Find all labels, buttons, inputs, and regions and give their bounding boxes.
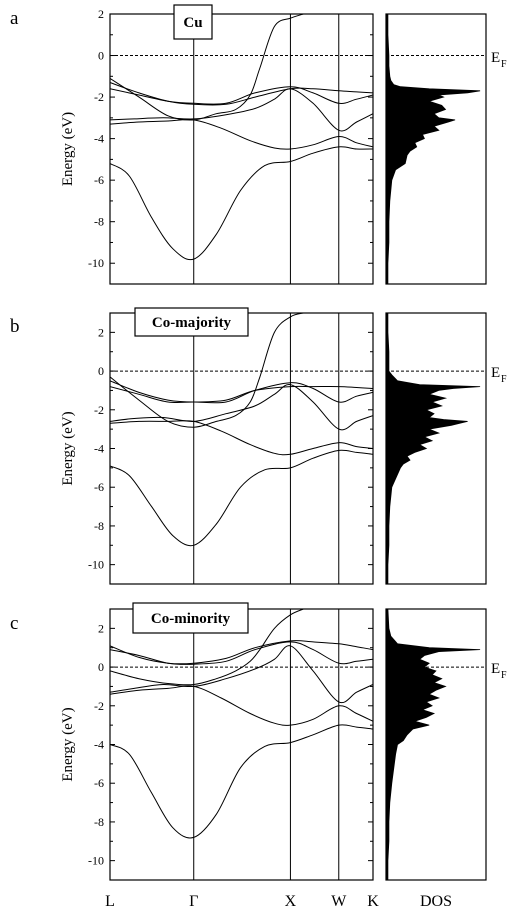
y-tick-label: -4 (94, 442, 104, 456)
dos-axis-label: DOS (420, 893, 452, 910)
y-tick-label: -8 (94, 519, 104, 533)
panel-title-box (132, 602, 249, 634)
band-plot-frame (109, 13, 374, 285)
y-tick-label: 2 (98, 325, 104, 339)
y-tick-label: -6 (94, 776, 104, 790)
y-tick-label: -10 (88, 558, 104, 572)
dos-plot-frame (385, 608, 487, 881)
y-tick-label: 0 (98, 364, 104, 378)
dos-curve (385, 13, 481, 285)
fermi-level-label: E (491, 50, 500, 66)
y-tick-label: -4 (94, 132, 104, 146)
kpoint-label-4: W (331, 893, 347, 910)
panel-title-box (173, 4, 213, 40)
kpoint-label-1: L (105, 893, 115, 910)
bands (110, 313, 373, 547)
panel-a: a 2 0 -2 -4 -6 -8 -10 Energy (eV) Cu E F (10, 4, 507, 285)
dos-panel (385, 13, 487, 285)
band-plot-frame (109, 312, 374, 585)
panel-b: b 2 0 -2 -4 -6 -8 -10 Energy (eV) Co-majority E F (10, 307, 507, 585)
panel-letter: c (10, 613, 18, 634)
y-tick-label: -4 (94, 738, 104, 752)
fermi-level-subscript: F (501, 670, 507, 681)
band-line-6 (110, 313, 304, 428)
band-line-4 (110, 641, 373, 665)
kpoint-label-5: K (367, 893, 379, 910)
y-axis-title: Energy (eV) (60, 112, 76, 186)
panel-title: Co-majority (152, 315, 232, 331)
band-line-2 (110, 119, 373, 150)
y-tick-label: 2 (98, 7, 104, 21)
dos-panel (385, 312, 487, 585)
panel-title: Cu (183, 15, 202, 31)
band-line-1 (110, 724, 373, 839)
kpoint-label-3: X (285, 893, 297, 910)
y-tick-label: 0 (98, 660, 104, 674)
y-tick-label: -8 (94, 215, 104, 229)
y-tick-label: -2 (94, 699, 104, 713)
panel-letter: b (10, 316, 20, 337)
bands (110, 14, 373, 261)
y-tick-label: -2 (94, 403, 104, 417)
y-tick-label: -10 (88, 854, 104, 868)
y-tick-label: -2 (94, 90, 104, 104)
panel-title: Co-minority (151, 611, 231, 627)
dos-curve (385, 312, 481, 585)
dos-panel (385, 608, 487, 881)
band-line-5 (110, 82, 373, 106)
panel-letter: a (10, 8, 19, 29)
band-line-1 (110, 146, 373, 261)
dos-plot-frame (385, 13, 487, 285)
y-tick-label: -6 (94, 480, 104, 494)
band-line-2 (110, 685, 373, 726)
y-tick-label: -8 (94, 815, 104, 829)
band-line-3 (110, 384, 373, 431)
band-line-4 (110, 382, 373, 404)
band-line-5 (110, 640, 373, 665)
panel-title-box (134, 307, 249, 337)
fermi-level-label: E (491, 661, 500, 677)
dos-plot-frame (385, 312, 487, 585)
band-line-4 (110, 86, 373, 105)
kpoint-label-2: Γ (189, 893, 198, 910)
fermi-level-subscript: F (501, 374, 507, 385)
y-axis-title: Energy (eV) (60, 411, 76, 485)
bands (110, 609, 373, 839)
fermi-level-subscript: F (501, 59, 507, 70)
band-line-5 (110, 380, 373, 403)
dos-curve (385, 608, 481, 881)
y-tick-label: -10 (88, 256, 104, 270)
band-plot-frame (109, 608, 374, 881)
y-axis-title: Energy (eV) (60, 707, 76, 781)
band-line-3 (110, 645, 373, 704)
panel-c: c 2 0 -2 -4 -6 -8 -10 Energy (eV) Co-minority E F L Γ… (10, 602, 507, 910)
band-line-3 (110, 88, 373, 132)
band-line-6 (110, 609, 304, 686)
y-tick-label: -6 (94, 173, 104, 187)
band-line-6 (110, 14, 304, 121)
y-tick-label: 2 (98, 621, 104, 635)
band-line-2 (110, 420, 373, 456)
band-line-1 (110, 449, 373, 547)
fermi-level-label: E (491, 365, 500, 381)
y-tick-label: 0 (98, 49, 104, 63)
